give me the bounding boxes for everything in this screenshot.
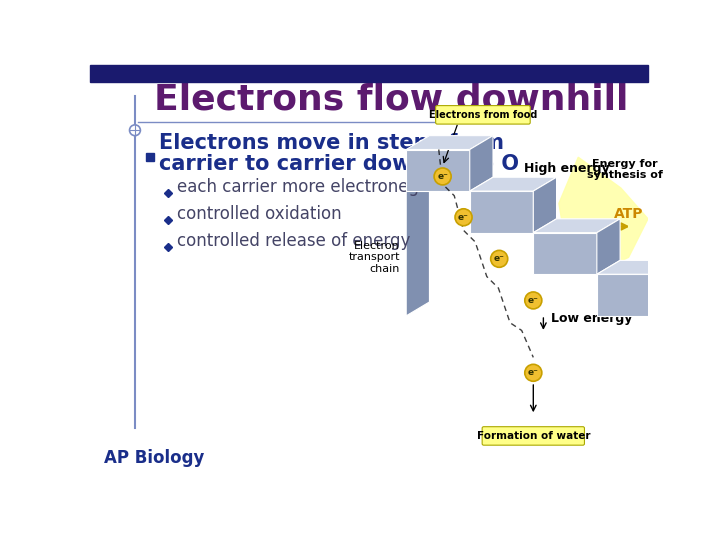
Polygon shape xyxy=(597,260,684,274)
FancyBboxPatch shape xyxy=(482,427,585,445)
Text: carrier to carrier downhill to O: carrier to carrier downhill to O xyxy=(159,154,519,174)
Text: Electrons move in steps from: Electrons move in steps from xyxy=(159,133,504,153)
Text: Energy for
synthesis of: Energy for synthesis of xyxy=(587,159,662,180)
Polygon shape xyxy=(469,136,493,191)
Polygon shape xyxy=(469,177,557,191)
Text: e⁻: e⁻ xyxy=(528,296,539,305)
Text: e⁻: e⁻ xyxy=(528,368,539,377)
Text: Low energy: Low energy xyxy=(551,313,632,326)
Polygon shape xyxy=(406,136,429,316)
Text: Electrons from food: Electrons from food xyxy=(428,110,537,120)
Polygon shape xyxy=(660,260,684,316)
Text: each carrier more electronegative: each carrier more electronegative xyxy=(177,178,460,195)
Text: controlled release of energy: controlled release of energy xyxy=(177,232,410,249)
Text: Formation of water: Formation of water xyxy=(477,431,590,441)
Text: High energy: High energy xyxy=(524,162,610,176)
Circle shape xyxy=(490,251,508,267)
Polygon shape xyxy=(406,150,469,191)
Text: Electrons flow downhill: Electrons flow downhill xyxy=(154,83,629,117)
Polygon shape xyxy=(534,177,557,233)
Text: e⁻: e⁻ xyxy=(494,254,505,264)
Text: e⁻: e⁻ xyxy=(458,213,469,222)
Bar xyxy=(145,153,154,161)
Polygon shape xyxy=(534,233,597,274)
Text: e⁻: e⁻ xyxy=(437,172,448,181)
Polygon shape xyxy=(559,157,648,273)
Circle shape xyxy=(525,292,542,309)
Text: Electron
transport
chain: Electron transport chain xyxy=(348,241,400,274)
Text: controlled oxidation: controlled oxidation xyxy=(177,205,341,222)
Text: 2: 2 xyxy=(446,165,457,180)
Polygon shape xyxy=(469,191,534,233)
Text: AP Biology: AP Biology xyxy=(104,449,204,467)
Polygon shape xyxy=(597,274,660,316)
Polygon shape xyxy=(406,136,493,150)
Bar xyxy=(90,65,648,82)
Polygon shape xyxy=(534,219,620,233)
Circle shape xyxy=(434,168,451,185)
Polygon shape xyxy=(597,219,620,274)
Circle shape xyxy=(130,125,140,136)
Circle shape xyxy=(525,364,542,381)
FancyBboxPatch shape xyxy=(436,106,530,124)
Text: O: O xyxy=(434,154,451,174)
Text: ATP: ATP xyxy=(614,207,644,221)
Circle shape xyxy=(455,209,472,226)
